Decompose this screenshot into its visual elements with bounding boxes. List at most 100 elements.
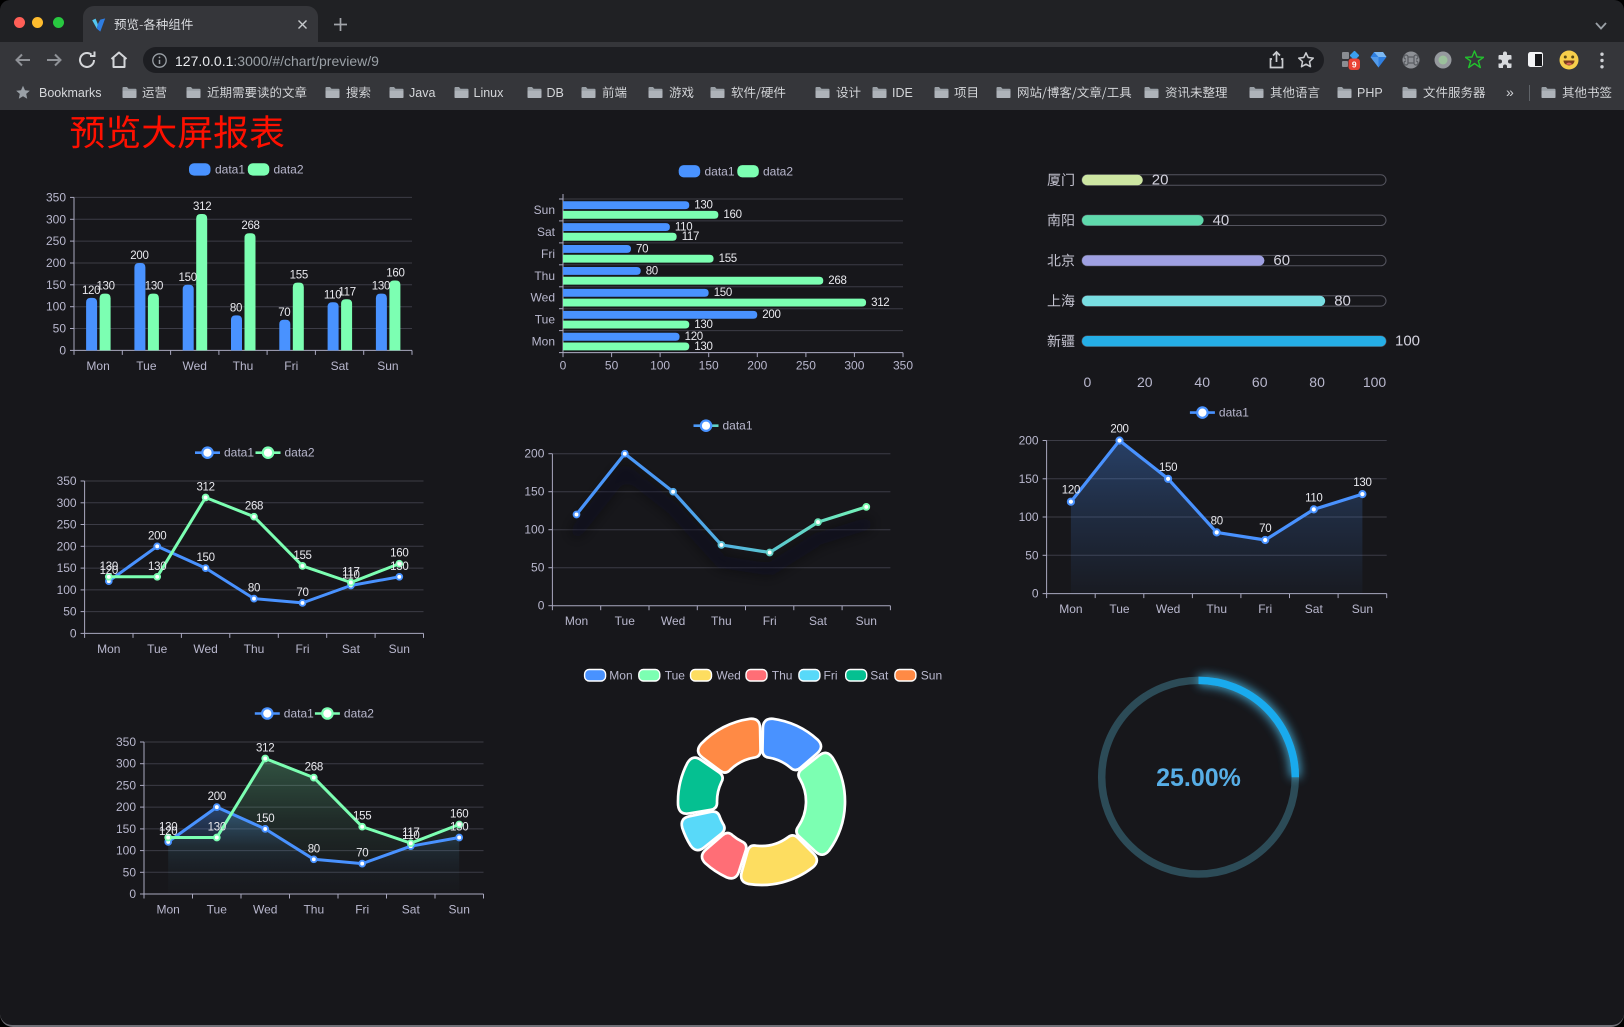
svg-text:50: 50 <box>63 605 77 619</box>
svg-text:350: 350 <box>893 359 913 373</box>
svg-text:Wed: Wed <box>193 642 217 656</box>
svg-text:200: 200 <box>46 256 66 270</box>
svg-text:Tue: Tue <box>1109 602 1130 616</box>
svg-text:130: 130 <box>694 319 712 331</box>
svg-text:70: 70 <box>296 587 308 599</box>
svg-text:50: 50 <box>605 359 619 373</box>
svg-text:80: 80 <box>646 265 658 277</box>
svg-text:117: 117 <box>682 231 699 243</box>
svg-text:130: 130 <box>96 281 114 293</box>
svg-text:70: 70 <box>356 848 368 860</box>
svg-text:50: 50 <box>53 322 67 336</box>
svg-text:70: 70 <box>278 307 290 319</box>
svg-text:160: 160 <box>390 548 408 560</box>
svg-text:150: 150 <box>256 813 274 825</box>
svg-text:data1: data1 <box>224 446 254 460</box>
svg-text:160: 160 <box>723 209 741 221</box>
svg-text:130: 130 <box>100 561 118 573</box>
svg-text:250: 250 <box>46 234 66 248</box>
svg-text:130: 130 <box>148 561 166 573</box>
svg-text:Wed: Wed <box>661 614 685 628</box>
svg-text:250: 250 <box>116 778 136 792</box>
svg-text:200: 200 <box>747 359 767 373</box>
svg-text:Tue: Tue <box>665 669 686 683</box>
svg-text:Fri: Fri <box>541 247 555 261</box>
svg-text:data1: data1 <box>723 419 753 433</box>
svg-text:0: 0 <box>59 343 66 357</box>
svg-text:Tue: Tue <box>207 903 228 917</box>
svg-text:150: 150 <box>196 552 214 564</box>
svg-text:100: 100 <box>46 300 66 314</box>
svg-text:70: 70 <box>636 243 648 255</box>
svg-text:155: 155 <box>290 270 308 282</box>
svg-text:150: 150 <box>46 278 66 292</box>
svg-text:250: 250 <box>796 359 816 373</box>
svg-text:130: 130 <box>450 822 468 834</box>
svg-text:200: 200 <box>57 539 77 553</box>
svg-text:200: 200 <box>130 250 148 262</box>
svg-text:130: 130 <box>694 200 712 212</box>
svg-text:130: 130 <box>390 561 408 573</box>
svg-text:40: 40 <box>1194 374 1210 390</box>
svg-text:Sat: Sat <box>809 614 828 628</box>
svg-text:0: 0 <box>129 887 136 901</box>
svg-text:268: 268 <box>305 762 323 774</box>
svg-text:200: 200 <box>1019 434 1039 448</box>
svg-text:0: 0 <box>538 599 545 613</box>
svg-text:Wed: Wed <box>182 359 206 373</box>
svg-text:200: 200 <box>1110 424 1128 436</box>
svg-text:Wed: Wed <box>531 291 555 305</box>
svg-text:Fri: Fri <box>1258 602 1272 616</box>
svg-text:200: 200 <box>762 309 780 321</box>
svg-text:Sun: Sun <box>1352 602 1373 616</box>
svg-text:Thu: Thu <box>772 669 793 683</box>
svg-text:20: 20 <box>1152 172 1169 189</box>
svg-text:Mon: Mon <box>609 669 632 683</box>
svg-text:100: 100 <box>1019 510 1039 524</box>
svg-text:Thu: Thu <box>711 614 732 628</box>
svg-text:110: 110 <box>324 289 341 301</box>
svg-text:312: 312 <box>193 201 211 213</box>
svg-text:250: 250 <box>57 518 77 532</box>
svg-text:268: 268 <box>828 275 846 287</box>
svg-text:Sun: Sun <box>534 203 555 217</box>
svg-text:150: 150 <box>699 359 719 373</box>
svg-text:Fri: Fri <box>296 642 310 656</box>
svg-text:150: 150 <box>524 485 544 499</box>
svg-text:40: 40 <box>1213 212 1230 229</box>
svg-text:150: 150 <box>116 822 136 836</box>
svg-text:70: 70 <box>1259 523 1271 535</box>
svg-text:300: 300 <box>844 359 864 373</box>
svg-text:25.00%: 25.00% <box>1156 764 1241 792</box>
svg-text:350: 350 <box>116 735 136 749</box>
svg-text:Thu: Thu <box>303 903 324 917</box>
svg-text:Wed: Wed <box>253 903 277 917</box>
svg-text:150: 150 <box>1159 462 1177 474</box>
svg-text:150: 150 <box>714 287 732 299</box>
svg-text:100: 100 <box>57 583 77 597</box>
svg-text:Sun: Sun <box>389 642 410 656</box>
svg-text:Sat: Sat <box>331 359 350 373</box>
svg-text:Thu: Thu <box>534 269 555 283</box>
svg-text:120: 120 <box>100 565 118 577</box>
svg-text:130: 130 <box>159 822 177 834</box>
svg-text:Thu: Thu <box>233 359 254 373</box>
svg-text:155: 155 <box>293 550 311 562</box>
svg-text:60: 60 <box>1252 374 1268 390</box>
svg-text:100: 100 <box>1363 374 1387 390</box>
svg-text:110: 110 <box>342 570 359 582</box>
svg-text:80: 80 <box>248 583 260 595</box>
svg-text:130: 130 <box>208 822 226 834</box>
svg-text:Sun: Sun <box>856 614 877 628</box>
svg-text:data2: data2 <box>763 164 793 178</box>
svg-text:120: 120 <box>1062 485 1080 497</box>
svg-text:Tue: Tue <box>136 359 157 373</box>
svg-text:120: 120 <box>685 331 703 343</box>
svg-text:Fri: Fri <box>763 614 777 628</box>
svg-text:120: 120 <box>82 285 100 297</box>
svg-text:350: 350 <box>57 474 77 488</box>
svg-text:Mon: Mon <box>97 642 120 656</box>
svg-text:120: 120 <box>159 826 177 838</box>
svg-text:80: 80 <box>308 843 320 855</box>
svg-text:Fri: Fri <box>355 903 369 917</box>
